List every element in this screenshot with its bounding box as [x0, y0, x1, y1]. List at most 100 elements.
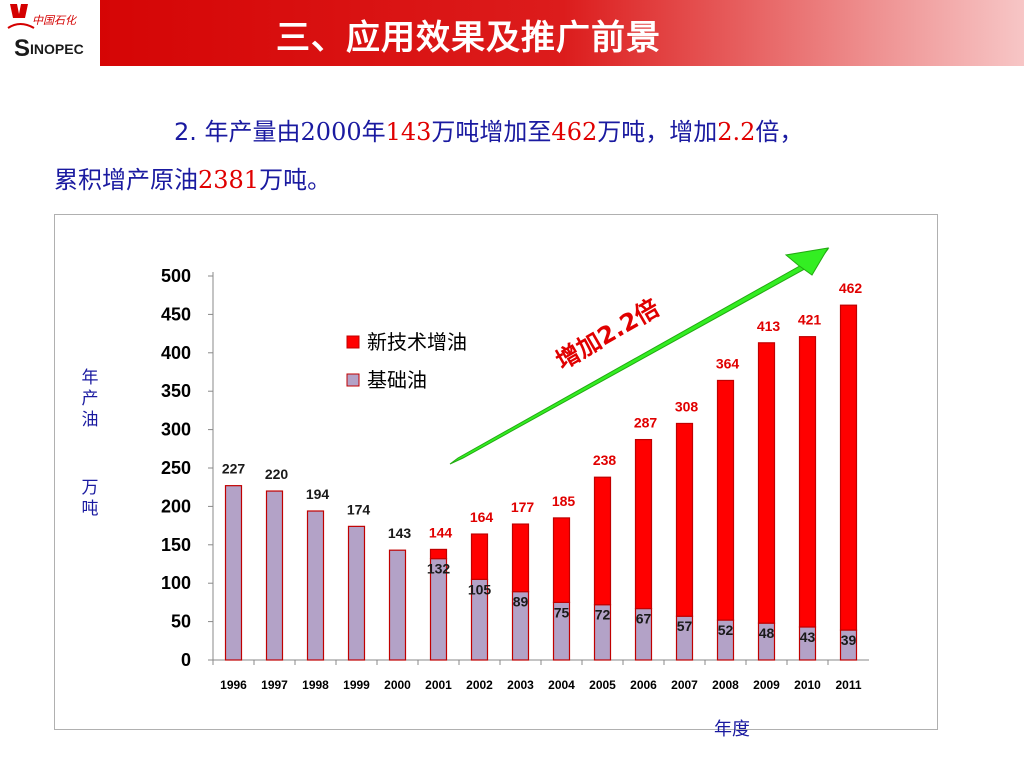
data-label-total: 185 — [552, 493, 576, 509]
legend-swatch-base-oil — [346, 373, 360, 387]
data-label-base: 39 — [841, 632, 857, 648]
summary-text: 2. 年产量由 — [174, 118, 301, 146]
legend-swatch-new-tech — [346, 335, 360, 349]
data-label-base: 72 — [595, 607, 611, 623]
x-tick-label: 2011 — [835, 678, 861, 692]
summary-start-value: 143 — [385, 118, 432, 146]
y-tick-label: 0 — [181, 650, 191, 670]
svg-text:中国石化: 中国石化 — [32, 14, 78, 27]
bar-new-tech — [839, 304, 858, 631]
bar-new-tech — [716, 379, 735, 621]
growth-annotation: 增加2.2倍 — [551, 294, 664, 376]
summary-text: 累积增产原油 — [54, 166, 198, 194]
x-tick-label: 2003 — [507, 678, 534, 692]
data-label-total: 238 — [593, 452, 617, 468]
x-tick-label: 1998 — [302, 678, 329, 692]
growth-arrow-head — [784, 247, 829, 276]
summary-text: 万吨，增加 — [597, 118, 718, 146]
data-label-total: 308 — [675, 398, 699, 414]
data-label-total: 364 — [716, 355, 740, 371]
svg-text:S: S — [14, 35, 30, 62]
summary-cumulative: 2381 — [198, 166, 260, 194]
svg-text:INOPEC: INOPEC — [30, 41, 84, 57]
data-label-total: 174 — [347, 501, 371, 517]
bar-new-tech — [470, 533, 489, 580]
bar-new-tech — [593, 476, 612, 606]
x-axis-title: 年度 — [714, 719, 750, 740]
data-label-total: 177 — [511, 499, 535, 515]
bar-new-tech — [634, 438, 653, 610]
data-label-base: 57 — [677, 618, 693, 634]
legend-label-base-oil: 基础油 — [367, 368, 427, 392]
data-label-total: 413 — [757, 318, 781, 334]
bar-base-oil — [347, 525, 366, 661]
y-tick-label: 250 — [161, 458, 191, 478]
y-axis-label-top: 年产油 — [81, 368, 99, 430]
y-tick-label: 100 — [161, 573, 191, 593]
summary-year: 2000 — [300, 118, 362, 146]
data-label-total: 164 — [470, 509, 494, 525]
summary-factor: 2.2 — [717, 118, 756, 146]
x-tick-label: 2009 — [753, 678, 780, 692]
summary-end-value: 462 — [551, 118, 598, 146]
bar-new-tech — [511, 523, 530, 593]
y-tick-label: 200 — [161, 496, 191, 516]
slide-title: 三、应用效果及推广前景 — [276, 18, 661, 58]
x-tick-label: 1996 — [220, 678, 247, 692]
data-label-base: 43 — [800, 629, 816, 645]
data-label-total: 144 — [429, 524, 453, 540]
y-tick-label: 300 — [161, 420, 191, 440]
data-label-base: 52 — [718, 622, 734, 638]
x-tick-label: 1997 — [261, 678, 288, 692]
growth-arrow — [449, 247, 830, 465]
data-label-total: 194 — [306, 486, 330, 502]
bar-new-tech — [675, 422, 694, 617]
data-label-base: 67 — [636, 611, 652, 627]
bar-base-oil — [265, 490, 284, 661]
x-tick-label: 2007 — [671, 678, 698, 692]
y-tick-label: 400 — [161, 343, 191, 363]
chart-frame — [54, 214, 938, 730]
y-tick-label: 150 — [161, 535, 191, 555]
bar-base-oil — [388, 549, 407, 661]
summary-line-2: 累积增产原油2381万吨。 — [54, 160, 331, 195]
y-tick-label: 450 — [161, 304, 191, 324]
summary-text: 倍， — [755, 118, 804, 146]
bar-new-tech — [552, 517, 571, 603]
data-label-total: 421 — [798, 312, 822, 328]
y-axis-label-bottom: 万吨 — [81, 478, 99, 519]
bar-base-oil — [306, 510, 325, 661]
x-tick-label: 2000 — [384, 678, 411, 692]
data-label-total: 287 — [634, 415, 658, 431]
y-tick-label: 350 — [161, 381, 191, 401]
x-tick-label: 2004 — [548, 678, 575, 692]
x-tick-label: 1999 — [343, 678, 370, 692]
bar-new-tech — [757, 342, 776, 624]
summary-text: 万吨。 — [259, 166, 332, 194]
data-label-base: 48 — [759, 625, 775, 641]
bar-new-tech — [798, 336, 817, 628]
x-tick-label: 2008 — [712, 678, 739, 692]
data-label-total: 227 — [222, 461, 246, 477]
data-label-base: 89 — [513, 594, 529, 610]
data-label-base: 75 — [554, 604, 570, 620]
y-tick-label: 500 — [161, 266, 191, 286]
sinopec-logo: 中国石化 S INOPEC — [0, 0, 100, 66]
legend-label-new-tech: 新技术增油 — [367, 330, 467, 354]
x-tick-label: 2006 — [630, 678, 657, 692]
y-tick-label: 50 — [171, 612, 191, 632]
data-label-total: 220 — [265, 466, 289, 482]
summary-text: 年 — [361, 118, 386, 146]
bar-new-tech — [429, 548, 448, 560]
data-label-total: 462 — [839, 280, 863, 296]
x-tick-label: 2010 — [794, 678, 821, 692]
summary-text: 万吨增加至 — [431, 118, 552, 146]
header-bar: 中国石化 S INOPEC 三、应用效果及推广前景 — [0, 0, 1024, 66]
x-tick-label: 2001 — [425, 678, 452, 692]
x-tick-label: 2005 — [589, 678, 616, 692]
x-tick-label: 2002 — [466, 678, 493, 692]
data-label-total: 143 — [388, 525, 412, 541]
data-label-base: 105 — [468, 581, 492, 597]
bar-base-oil — [224, 485, 243, 661]
